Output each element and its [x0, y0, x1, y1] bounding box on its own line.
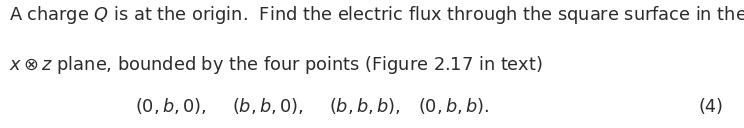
Text: $(b, b, 0),$: $(b, b, 0),$ — [232, 97, 304, 116]
Text: (4): (4) — [698, 98, 723, 116]
Text: $x \otimes z$ plane, bounded by the four points (Figure 2.17 in text): $x \otimes z$ plane, bounded by the four… — [9, 54, 542, 76]
Text: A charge $Q$ is at the origin.  Find the electric flux through the square surfac: A charge $Q$ is at the origin. Find the … — [9, 4, 744, 26]
Text: $(b, b, b),$: $(b, b, b),$ — [329, 97, 400, 116]
Text: $(0, b, b).$: $(0, b, b).$ — [418, 97, 490, 116]
Text: $(0, b, 0),$: $(0, b, 0),$ — [135, 97, 207, 116]
